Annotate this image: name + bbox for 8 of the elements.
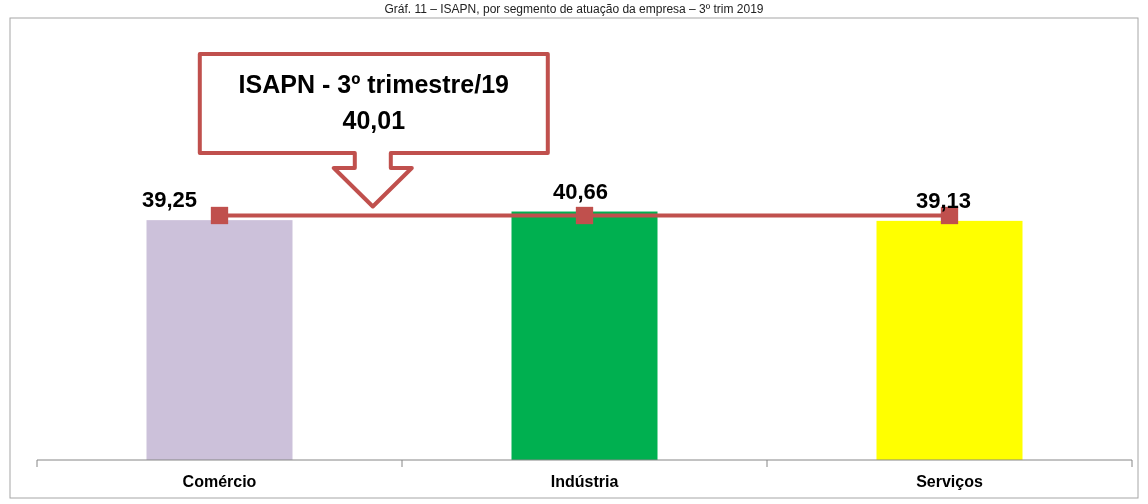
x-tick-label: Serviços	[916, 473, 983, 490]
data-label: 40,66	[552, 178, 609, 204]
data-label: 39,25	[141, 187, 198, 213]
chart-title: Gráf. 11 – ISAPN, por segmento de atuação da empresa – 3º trim 2019	[384, 2, 764, 16]
x-tick-label: Comércio	[182, 473, 257, 490]
data-label: 39,13	[915, 187, 972, 213]
x-tick-label: Indústria	[550, 473, 619, 490]
annotation: ISAPN - 3º trimestre/19 40,01	[238, 70, 509, 134]
